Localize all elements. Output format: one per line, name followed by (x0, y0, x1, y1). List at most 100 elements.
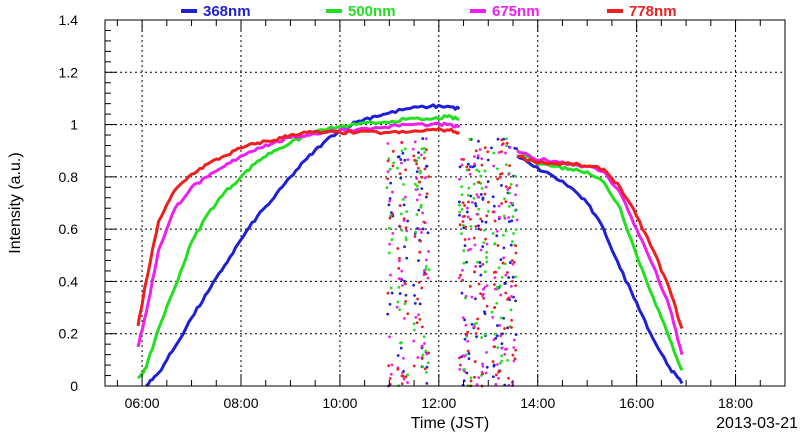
scatter-point (474, 202, 477, 205)
scatter-point (388, 302, 392, 306)
scatter-point (503, 216, 507, 220)
scatter-point (388, 335, 391, 339)
scatter-point (390, 363, 394, 367)
scatter-point (423, 167, 427, 171)
scatter-point (492, 338, 496, 342)
scatter-point (506, 188, 510, 191)
scatter-point (460, 193, 464, 197)
scatter-point (514, 244, 518, 248)
scatter-point (458, 203, 461, 207)
scatter-point (473, 155, 476, 159)
scatter-point (397, 267, 401, 270)
scatter-point (493, 287, 497, 291)
scatter-point (493, 332, 497, 336)
scatter-point (505, 137, 508, 141)
scatter-point (510, 318, 513, 322)
scatter-point (424, 258, 428, 262)
scatter-point (479, 228, 483, 231)
scatter-point (491, 210, 495, 214)
scatter-point (500, 342, 504, 346)
scatter-point (458, 367, 462, 371)
scatter-point (507, 276, 511, 279)
scatter-point (412, 364, 416, 368)
scatter-point (460, 232, 463, 236)
scatter-point (466, 215, 470, 219)
scatter-point (385, 186, 389, 190)
scatter-point (417, 313, 420, 316)
scatter-point (391, 212, 395, 216)
scatter-point (415, 170, 419, 174)
scatter-point (475, 168, 479, 172)
scatter-point (465, 260, 468, 264)
scatter-point (417, 156, 421, 160)
scatter-point (389, 273, 392, 277)
scatter-point (415, 198, 419, 202)
scatter-point (508, 164, 511, 168)
scatter-point (500, 275, 504, 279)
scatter-point (504, 229, 508, 233)
scatter-point (461, 268, 464, 272)
scatter-point (513, 357, 517, 361)
scatter-point (481, 362, 484, 366)
y-tick-label: 0 (70, 378, 78, 394)
scatter-point (390, 291, 394, 295)
scatter-point (498, 215, 501, 219)
scatter-point (501, 261, 505, 265)
scatter-point (398, 256, 401, 260)
scatter-point (478, 264, 482, 268)
scatter-point (420, 356, 424, 360)
scatter-point (424, 137, 428, 141)
scatter-point (476, 156, 480, 160)
scatter-point (417, 259, 420, 262)
scatter-point (427, 351, 431, 355)
scatter-point (482, 287, 485, 291)
scatter-point (475, 212, 479, 216)
scatter-point (406, 158, 410, 162)
scatter-point (402, 316, 406, 320)
scatter-point (473, 375, 476, 379)
scatter-point (514, 275, 518, 279)
scatter-point (510, 259, 514, 262)
scatter-point (461, 223, 465, 227)
scatter-point (464, 323, 468, 327)
scatter-point (491, 375, 495, 379)
scatter-point (495, 167, 499, 171)
scatter-point (507, 204, 511, 208)
scatter-point (511, 353, 515, 357)
scatter-point (460, 207, 464, 211)
legend-label: 675nm (492, 3, 540, 20)
scatter-point (502, 256, 506, 260)
scatter-point (475, 193, 479, 197)
scatter-point (486, 180, 490, 184)
scatter-point (498, 175, 502, 179)
scatter-point (474, 265, 478, 268)
scatter-point (483, 192, 487, 196)
scatter-point (413, 294, 416, 297)
scatter-point (481, 262, 485, 266)
x-axis-title: Time (JST) (411, 415, 490, 432)
scatter-point (396, 354, 400, 357)
scatter-point (500, 354, 504, 358)
scatter-point (477, 376, 481, 380)
scatter-point (403, 302, 407, 306)
scatter-point (485, 250, 489, 254)
scatter-point (427, 268, 431, 272)
scatter-point (458, 213, 461, 217)
scatter-point (399, 346, 403, 350)
scatter-point (482, 296, 486, 300)
scatter-point (492, 204, 496, 208)
scatter-point (494, 382, 498, 386)
scatter-point (479, 248, 483, 252)
scatter-point (399, 161, 403, 165)
scatter-point (497, 204, 501, 208)
scatter-point (422, 156, 426, 160)
scatter-point (502, 233, 505, 237)
scatter-point (485, 214, 489, 218)
scatter-point (487, 209, 490, 213)
scatter-point (422, 335, 426, 339)
scatter-point (483, 270, 487, 274)
scatter-point (506, 326, 510, 330)
scatter-point (491, 360, 495, 364)
scatter-point (400, 382, 404, 386)
scatter-point (467, 357, 471, 361)
